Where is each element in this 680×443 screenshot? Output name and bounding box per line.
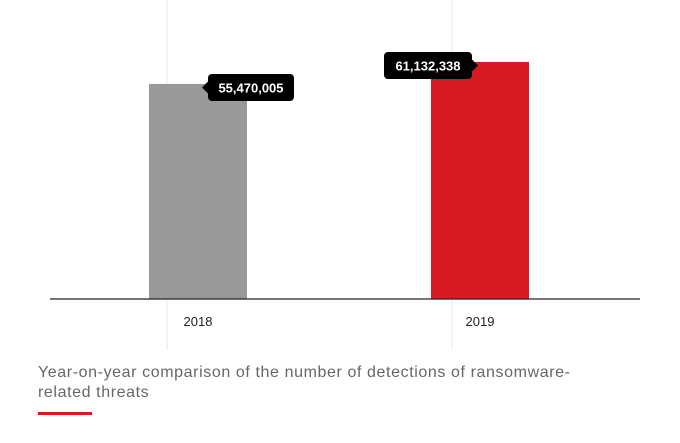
chart-caption: Year-on-year comparison of the number of… [38, 364, 571, 401]
data-label-text: 55,470,005 [218, 81, 283, 96]
data-label-pointer [202, 81, 208, 94]
data-labels: 55,470,005 61,132,338 [202, 52, 478, 101]
data-label-box [208, 74, 294, 101]
data-label-text: 61,132,338 [395, 59, 460, 74]
bar-chart: 2018 2019 55,470,005 61,132,338 [50, 0, 640, 350]
bar-2019 [431, 61, 529, 299]
data-label-2018: 55,470,005 [202, 74, 294, 101]
tick-label-2018: 2018 [184, 314, 213, 329]
data-label-pointer [472, 59, 478, 72]
x-tick-labels: 2018 2019 [184, 314, 495, 329]
data-label-2019: 61,132,338 [384, 52, 478, 79]
bar-2018 [149, 83, 247, 300]
data-label-box [384, 52, 472, 79]
tick-label-2019: 2019 [466, 314, 495, 329]
bars [149, 61, 529, 300]
caption-accent-bar [38, 412, 92, 415]
